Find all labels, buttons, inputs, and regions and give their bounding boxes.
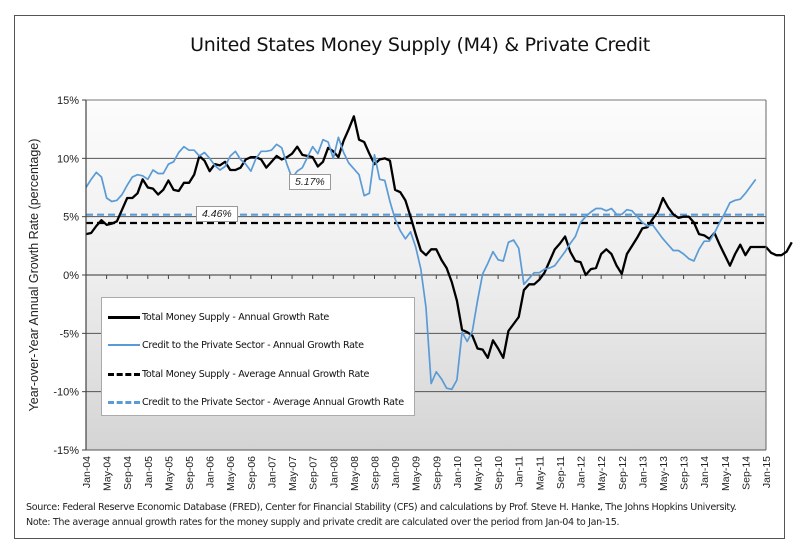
y-tick-label: 10% [57, 153, 79, 165]
y-axis-label: Year-over-Year Annual Growth Rate (perce… [27, 138, 41, 412]
x-tick-label: May-05 [163, 456, 175, 491]
legend-label: Total Money Supply - Annual Growth Rate [142, 311, 330, 323]
legend-swatch-private-credit [108, 344, 140, 346]
x-tick-label: Jan-14 [699, 456, 711, 488]
legend-item-money-supply-average: Total Money Supply - Average Annual Grow… [108, 367, 369, 381]
x-tick-label: Sep-08 [369, 456, 381, 490]
x-tick-label: Sep-09 [431, 456, 443, 490]
x-tick-label: May-10 [473, 456, 485, 491]
legend-label: Total Money Supply - Average Annual Grow… [142, 368, 370, 380]
x-tick-label: Sep-12 [617, 456, 629, 490]
series-line [85, 115, 793, 359]
x-tick-label: Sep-11 [555, 456, 567, 489]
x-tick-label: May-09 [411, 456, 423, 491]
legend-item-private-credit: Credit to the Private Sector - Annual Gr… [108, 338, 364, 352]
y-tick-label: -15% [53, 445, 79, 457]
x-tick-label: May-13 [658, 456, 670, 491]
x-tick-label: May-06 [225, 456, 237, 491]
x-tick-label: May-08 [349, 456, 361, 491]
x-tick-label: May-12 [596, 456, 608, 491]
x-tick-label: Jan-13 [637, 456, 649, 488]
x-tick-label: Sep-04 [122, 456, 134, 490]
x-tick-label: Jan-08 [328, 456, 340, 488]
x-tick-label: Sep-07 [308, 456, 320, 490]
x-tick-label: May-04 [102, 456, 114, 491]
legend-swatch-private-credit-average [108, 400, 140, 404]
y-tick-label: 0% [63, 270, 79, 282]
x-tick-label: Jan-15 [761, 456, 773, 488]
x-tick-label: Jan-11 [514, 456, 526, 487]
x-tick-label: Sep-05 [184, 456, 196, 490]
annotation-money-average: 4.46% [196, 206, 238, 222]
x-tick-label: Jan-10 [452, 456, 464, 488]
x-tick-label: Sep-10 [493, 456, 505, 490]
y-tick-label: 5% [63, 212, 79, 224]
x-tick-label: May-11 [534, 456, 546, 490]
x-tick-label: Sep-13 [679, 456, 691, 490]
legend-label: Credit to the Private Sector - Annual Gr… [142, 339, 364, 351]
x-tick-label: Jan-12 [576, 456, 588, 488]
legend-item-money-supply: Total Money Supply - Annual Growth Rate [108, 310, 329, 324]
method-note: Note: The average annual growth rates fo… [26, 517, 620, 528]
source-note: Source: Federal Reserve Economic Databas… [26, 502, 737, 513]
x-tick-label: Sep-14 [740, 456, 752, 490]
series-line [85, 136, 757, 391]
legend-item-private-credit-average: Credit to the Private Sector - Average A… [108, 395, 404, 409]
x-tick-label: Jan-04 [81, 456, 93, 488]
legend: Total Money Supply - Annual Growth Rate … [101, 297, 415, 416]
y-tick-label: -5% [59, 328, 79, 340]
y-tick-label: 15% [57, 95, 79, 107]
x-tick-label: Jan-09 [390, 456, 402, 488]
legend-label: Credit to the Private Sector - Average A… [142, 396, 404, 408]
chart-title: United States Money Supply (M4) & Privat… [190, 34, 650, 56]
x-tick-label: Jan-06 [205, 456, 217, 488]
x-tick-label: May-14 [720, 456, 732, 491]
x-tick-label: May-07 [287, 456, 299, 491]
legend-swatch-money-supply [108, 315, 140, 319]
x-tick-label: Jan-05 [143, 456, 155, 488]
x-tick-label: Sep-06 [246, 456, 258, 490]
chart-footer: Source: Federal Reserve Economic Databas… [26, 500, 737, 530]
y-tick-label: -10% [53, 387, 79, 399]
annotation-credit-average: 5.17% [289, 174, 331, 190]
x-tick-label: Jan-07 [266, 456, 278, 488]
legend-swatch-money-supply-average [108, 372, 140, 376]
